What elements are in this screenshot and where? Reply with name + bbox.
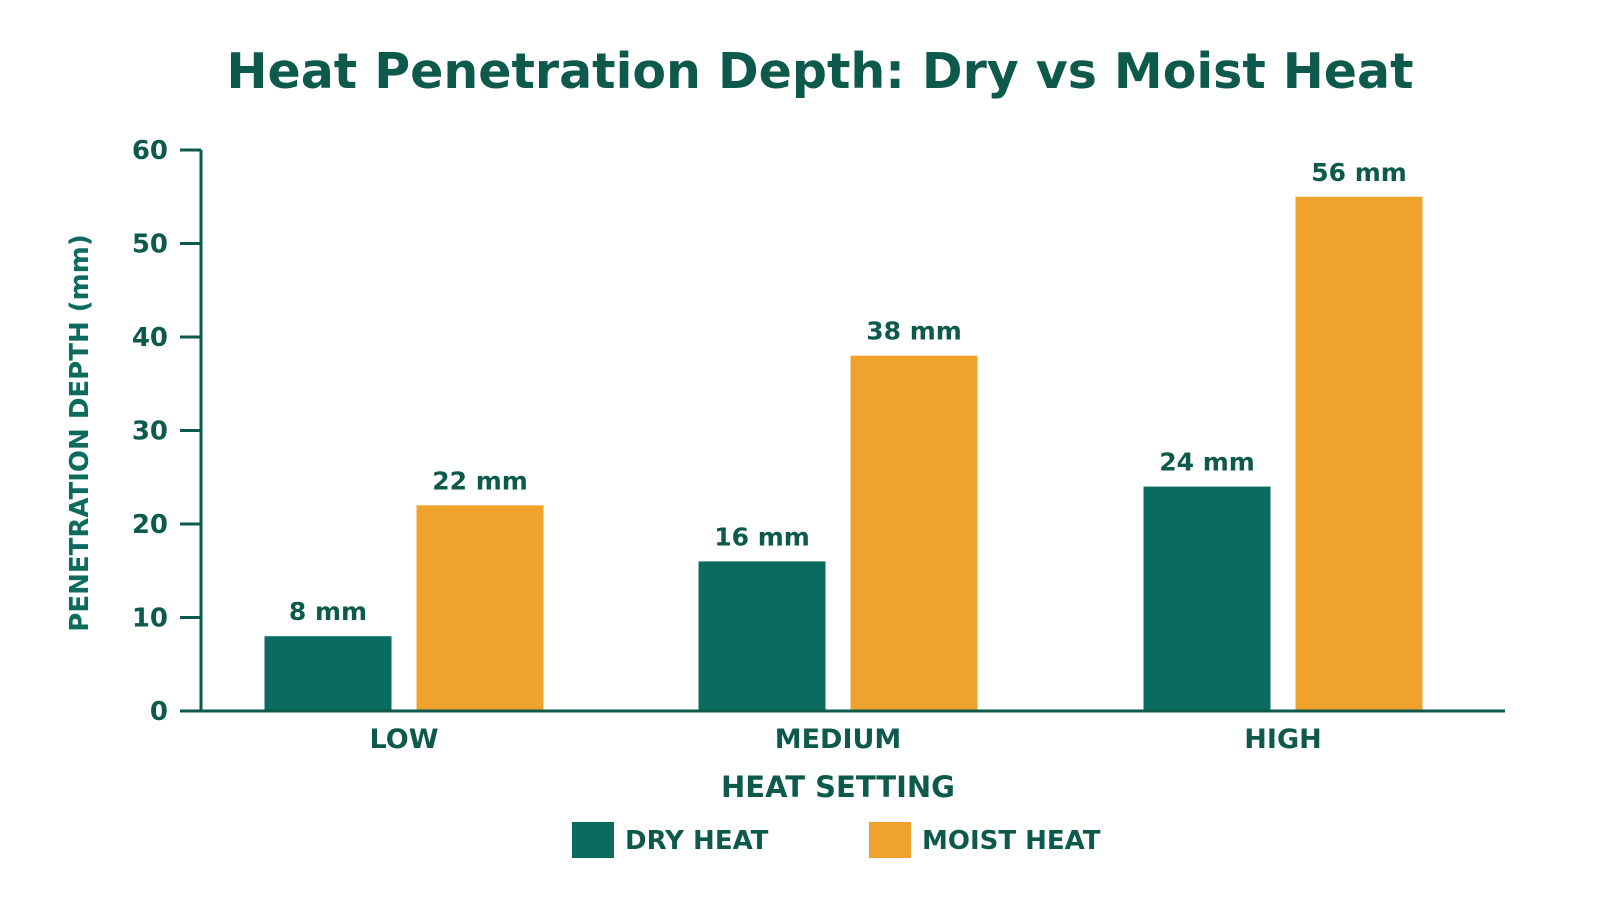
bar-value-label: 38 mm: [866, 317, 962, 346]
bar-value-label: 8 mm: [289, 597, 367, 626]
x-axis-category-labels: LOW MEDIUM HIGH: [370, 724, 1322, 755]
y-tick-label: 40: [132, 323, 168, 353]
legend-swatch-moist-heat: [869, 822, 911, 858]
y-tick-label: 10: [132, 604, 168, 634]
y-tick-label: 50: [132, 230, 168, 260]
bar-value-label: 56 mm: [1311, 158, 1407, 187]
y-tick-label: 60: [132, 136, 168, 166]
x-category-label: HIGH: [1244, 724, 1321, 755]
x-axis-title: HEAT SETTING: [721, 770, 955, 804]
y-tick-label: 0: [150, 697, 168, 727]
bar-dry-heat-high: [1143, 486, 1271, 711]
bar-dry-heat-low: [264, 636, 392, 711]
bar-value-label: 24 mm: [1159, 448, 1255, 477]
x-category-label: MEDIUM: [775, 724, 902, 755]
y-axis-title: PENETRATION DEPTH (mm): [65, 234, 95, 631]
bar-moist-heat-medium: [850, 355, 978, 711]
bar-value-labels: 8 mm 16 mm 24 mm 22 mm 38 mm 56 mm: [289, 158, 1407, 626]
legend-swatch-dry-heat: [572, 822, 614, 858]
x-category-label: LOW: [370, 724, 439, 755]
bar-moist-heat-high: [1295, 196, 1423, 711]
legend-label-dry-heat: DRY HEAT: [625, 826, 769, 856]
bar-dry-heat-medium: [698, 561, 826, 711]
bar-value-label: 16 mm: [714, 522, 810, 551]
legend: DRY HEAT MOIST HEAT: [572, 822, 1101, 858]
bar-moist-heat-low: [416, 505, 544, 711]
bar-value-label: 22 mm: [432, 466, 528, 495]
y-tick-label: 20: [132, 510, 168, 540]
bars-group: [264, 196, 1423, 711]
y-tick-label: 30: [132, 417, 168, 447]
chart-title: Heat Penetration Depth: Dry vs Moist Hea…: [226, 43, 1413, 100]
y-axis-ticks: 0 10 20 30 40 50 60: [132, 136, 201, 727]
legend-label-moist-heat: MOIST HEAT: [922, 826, 1101, 856]
